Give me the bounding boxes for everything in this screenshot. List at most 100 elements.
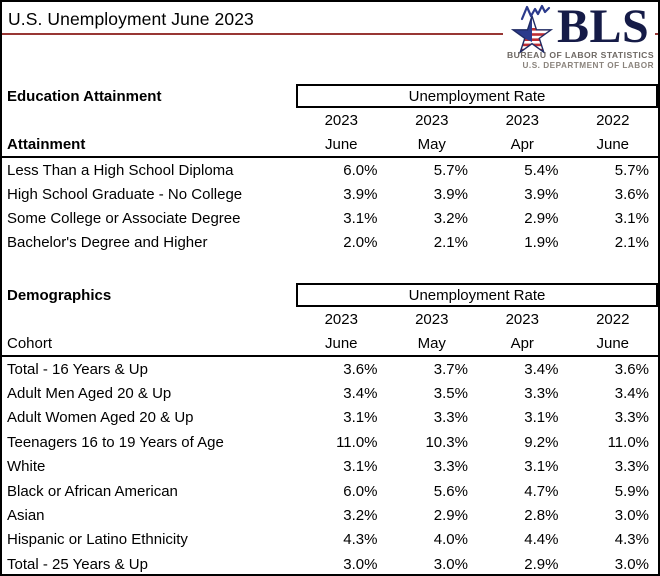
value-cell: 3.1% bbox=[614, 209, 649, 227]
table-row: White 3.1% 3.3% 3.1% 3.3% bbox=[2, 455, 658, 479]
year-header: 2022 bbox=[596, 310, 630, 328]
value-cell: 4.7% bbox=[524, 482, 559, 500]
value-cell: 3.4% bbox=[614, 385, 649, 403]
year-header: 2023 bbox=[415, 310, 449, 328]
value-cell: 3.0% bbox=[614, 507, 649, 525]
month-header: June bbox=[596, 334, 630, 352]
chart-line-icon bbox=[520, 4, 551, 21]
education-section-label: Education Attainment bbox=[7, 87, 162, 105]
value-cell: 3.1% bbox=[524, 409, 559, 427]
title-underline-rule bbox=[2, 33, 658, 35]
year-header: 2023 bbox=[505, 310, 539, 328]
month-header: Apr bbox=[510, 334, 534, 352]
education-rows: Less Than a High School Diploma 6.0% 5.7… bbox=[2, 158, 658, 254]
education-section-row: Education Attainment Unemployment Rate bbox=[2, 84, 658, 108]
section-gap bbox=[2, 254, 658, 283]
value-cell: 3.4% bbox=[524, 360, 559, 378]
value-cell: 3.0% bbox=[614, 555, 649, 573]
report-header: U.S. Unemployment June 2023 bbox=[2, 2, 658, 84]
month-header: Apr bbox=[510, 135, 534, 153]
value-cell: 3.2% bbox=[343, 507, 378, 525]
bls-star-icon bbox=[510, 4, 554, 55]
row-label: Black or African American bbox=[7, 482, 178, 500]
value-cell: 5.6% bbox=[433, 482, 468, 500]
year-header: 2023 bbox=[324, 310, 358, 328]
demographics-rows: Total - 16 Years & Up 3.6% 3.7% 3.4% 3.6… bbox=[2, 357, 658, 574]
year-header: 2022 bbox=[596, 111, 630, 129]
table-row: High School Graduate - No College 3.9% 3… bbox=[2, 182, 658, 206]
value-cell: 3.2% bbox=[433, 209, 468, 227]
bls-acronym: BLS bbox=[557, 0, 650, 53]
value-cell: 6.0% bbox=[343, 161, 378, 179]
demographics-section-label: Demographics bbox=[7, 286, 112, 304]
value-cell: 2.9% bbox=[524, 555, 559, 573]
bls-logo: BLS BUREAU OF LABOR STATISTICS U.S. DEPA… bbox=[503, 2, 655, 72]
month-header: June bbox=[324, 334, 358, 352]
demographics-years-row: 2023 2023 2023 2022 bbox=[2, 307, 658, 331]
row-label: Teenagers 16 to 19 Years of Age bbox=[7, 433, 224, 451]
row-label: Total - 16 Years & Up bbox=[7, 360, 148, 378]
value-cell: 1.9% bbox=[524, 233, 559, 251]
row-label: Hispanic or Latino Ethnicity bbox=[7, 531, 188, 549]
value-cell: 3.6% bbox=[343, 360, 378, 378]
row-label: White bbox=[7, 458, 46, 476]
month-header: June bbox=[324, 135, 358, 153]
page-title: U.S. Unemployment June 2023 bbox=[8, 9, 254, 29]
row-label: Adult Women Aged 20 & Up bbox=[7, 409, 194, 427]
table-row: Bachelor's Degree and Higher 2.0% 2.1% 1… bbox=[2, 230, 658, 254]
table-row: Asian 3.2% 2.9% 2.8% 3.0% bbox=[2, 503, 658, 527]
value-cell: 2.9% bbox=[433, 507, 468, 525]
value-cell: 11.0% bbox=[607, 433, 649, 451]
row-label: Total - 25 Years & Up bbox=[7, 555, 148, 573]
table-row: Black or African American 6.0% 5.6% 4.7%… bbox=[2, 479, 658, 503]
value-cell: 10.3% bbox=[425, 433, 468, 451]
value-cell: 5.7% bbox=[614, 161, 649, 179]
year-header: 2023 bbox=[324, 111, 358, 129]
month-header: June bbox=[596, 135, 630, 153]
row-label: Less Than a High School Diploma bbox=[7, 161, 234, 179]
value-cell: 3.1% bbox=[343, 409, 378, 427]
demographics-section-row: Demographics Unemployment Rate bbox=[2, 283, 658, 307]
value-cell: 3.5% bbox=[433, 385, 468, 403]
value-cell: 3.6% bbox=[614, 185, 649, 203]
value-cell: 3.0% bbox=[343, 555, 378, 573]
demographics-months-row: Cohort June May Apr June bbox=[2, 331, 658, 357]
row-label: Asian bbox=[7, 507, 45, 525]
year-header: 2023 bbox=[505, 111, 539, 129]
value-cell: 2.1% bbox=[614, 233, 649, 251]
value-cell: 6.0% bbox=[343, 482, 378, 500]
table-row: Adult Men Aged 20 & Up 3.4% 3.5% 3.3% 3.… bbox=[2, 381, 658, 405]
value-cell: 5.4% bbox=[524, 161, 559, 179]
value-cell: 2.1% bbox=[433, 233, 468, 251]
education-table: Education Attainment Unemployment Rate 2… bbox=[2, 84, 658, 254]
row-label: Bachelor's Degree and Higher bbox=[7, 233, 208, 251]
row-label: Some College or Associate Degree bbox=[7, 209, 241, 227]
education-rate-header: Unemployment Rate bbox=[296, 84, 658, 108]
value-cell: 4.3% bbox=[343, 531, 378, 549]
table-row: Total - 16 Years & Up 3.6% 3.7% 3.4% 3.6… bbox=[2, 357, 658, 381]
value-cell: 4.4% bbox=[524, 531, 559, 549]
demographics-rate-header: Unemployment Rate bbox=[296, 283, 658, 307]
value-cell: 5.9% bbox=[614, 482, 649, 500]
month-header: May bbox=[417, 334, 446, 352]
value-cell: 3.6% bbox=[614, 360, 649, 378]
table-row: Some College or Associate Degree 3.1% 3.… bbox=[2, 206, 658, 230]
row-label: Adult Men Aged 20 & Up bbox=[7, 385, 172, 403]
table-row: Less Than a High School Diploma 6.0% 5.7… bbox=[2, 158, 658, 182]
value-cell: 3.1% bbox=[343, 458, 378, 476]
value-cell: 3.3% bbox=[433, 458, 468, 476]
value-cell: 3.9% bbox=[343, 185, 378, 203]
row-label: High School Graduate - No College bbox=[7, 185, 243, 203]
value-cell: 3.1% bbox=[524, 458, 559, 476]
demographics-row-label-header: Cohort bbox=[7, 334, 53, 352]
value-cell: 11.0% bbox=[336, 433, 378, 451]
value-cell: 2.0% bbox=[343, 233, 378, 251]
value-cell: 3.0% bbox=[433, 555, 468, 573]
year-header: 2023 bbox=[415, 111, 449, 129]
table-row: Teenagers 16 to 19 Years of Age 11.0% 10… bbox=[2, 430, 658, 454]
value-cell: 3.4% bbox=[343, 385, 378, 403]
demographics-table: Demographics Unemployment Rate 2023 2023… bbox=[2, 283, 658, 574]
value-cell: 3.1% bbox=[343, 209, 378, 227]
value-cell: 3.9% bbox=[524, 185, 559, 203]
